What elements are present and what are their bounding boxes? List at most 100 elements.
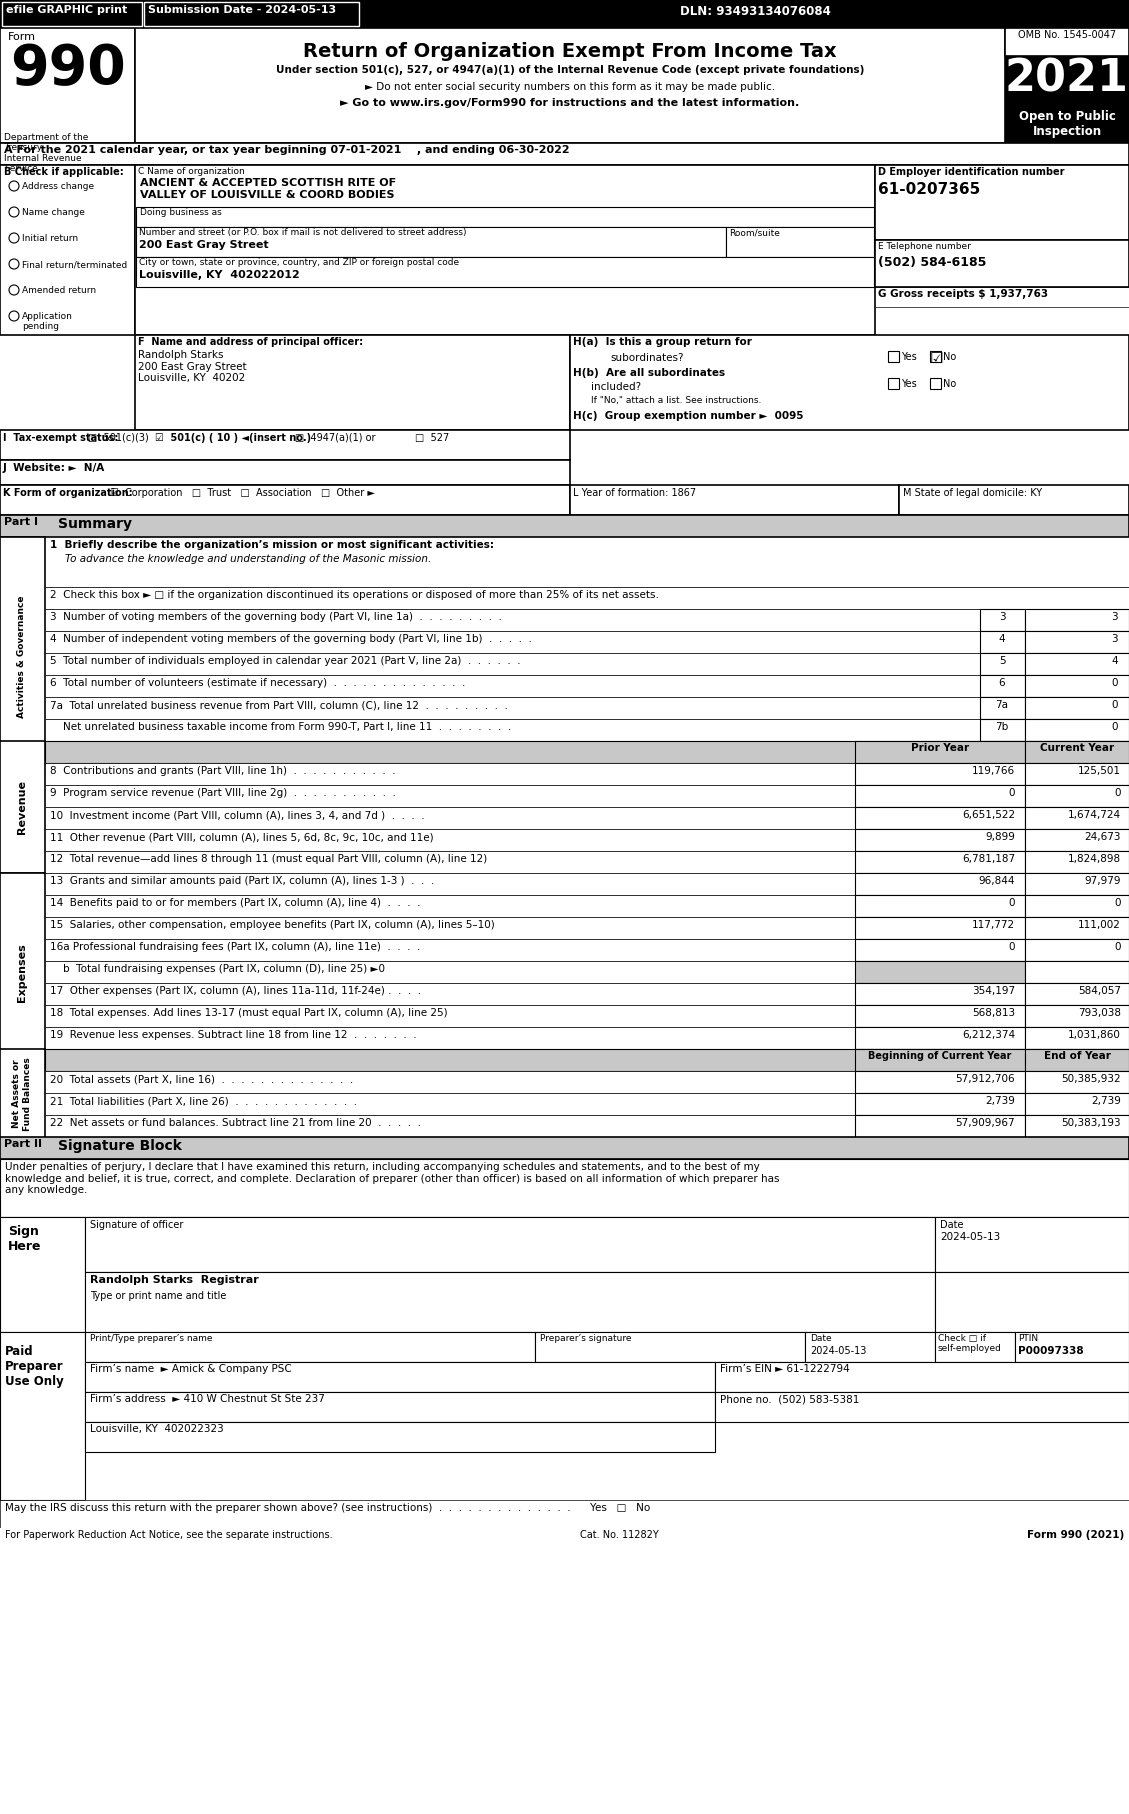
Bar [0,1048,45,1139]
Text: To advance the knowledge and understanding of the Masonic mission.: To advance the knowledge and understandi… [65,553,431,564]
Bar [0,873,45,1074]
Text: Randolph Starks
200 East Gray Street
Louisville, KY  40202: Randolph Starks 200 East Gray Street Lou… [138,350,246,383]
Bar [1025,718,1129,740]
Bar [85,1272,935,1331]
Bar [45,1048,1129,1070]
Text: B Check if applicable:: B Check if applicable: [5,167,124,178]
Bar [855,1027,1025,1048]
Bar [855,961,1025,983]
Bar [1025,764,1129,785]
Text: Activities & Governance: Activities & Governance [18,595,26,718]
Bar [855,918,1025,940]
Text: H(c)  Group exemption number ►  0095: H(c) Group exemption number ► 0095 [574,412,804,421]
Text: 8  Contributions and grants (Part VIII, line 1h)  .  .  .  .  .  .  .  .  .  .  : 8 Contributions and grants (Part VIII, l… [50,766,395,776]
Text: subordinates?: subordinates? [610,354,683,363]
Bar [1025,697,1129,718]
Bar [45,653,980,675]
Bar [1025,873,1129,894]
Bar [1025,1048,1129,1070]
Text: 2,739: 2,739 [1091,1096,1121,1107]
Text: Paid
Preparer
Use Only: Paid Preparer Use Only [5,1344,63,1388]
Bar [85,1422,715,1451]
Text: G Gross receipts $ 1,937,763: G Gross receipts $ 1,937,763 [878,288,1048,299]
Text: Under section 501(c), 527, or 4947(a)(1) of the Internal Revenue Code (except pr: Under section 501(c), 527, or 4947(a)(1)… [275,65,864,74]
Text: 568,813: 568,813 [972,1009,1015,1018]
Bar [2,2,142,25]
Bar [45,894,855,918]
Text: efile GRAPHIC print: efile GRAPHIC print [6,5,128,15]
Bar [0,143,1129,165]
Text: Initial return: Initial return [21,234,78,243]
Bar [45,1027,855,1048]
Bar [1005,56,1129,109]
Text: 7a  Total unrelated business revenue from Part VIII, column (C), line 12  .  .  : 7a Total unrelated business revenue from… [50,700,508,709]
Text: For Paperwork Reduction Act Notice, see the separate instructions.: For Paperwork Reduction Act Notice, see … [5,1529,333,1540]
Text: 20  Total assets (Part X, line 16)  .  .  .  .  .  .  .  .  .  .  .  .  .  .: 20 Total assets (Part X, line 16) . . . … [50,1074,353,1085]
Bar [45,697,980,718]
Bar [889,350,899,363]
Bar [980,718,1025,740]
Bar [45,940,855,961]
Text: Signature of officer: Signature of officer [90,1221,183,1230]
Text: (502) 584-6185: (502) 584-6185 [878,256,987,268]
Bar [805,1331,935,1362]
Text: 0: 0 [1114,898,1121,909]
Text: 2024-05-13: 2024-05-13 [940,1232,1000,1243]
Bar [570,336,1129,430]
Text: No: No [943,352,956,363]
Bar [855,1005,1025,1027]
Text: ☑: ☑ [930,350,944,366]
Text: Check □ if
self-employed: Check □ if self-employed [938,1333,1001,1353]
Text: Louisville, KY  402022323: Louisville, KY 402022323 [90,1424,224,1435]
Bar [1025,610,1129,631]
Text: K Form of organization:: K Form of organization: [3,488,132,499]
Text: 10  Investment income (Part VIII, column (A), lines 3, 4, and 7d )  .  .  .  .: 10 Investment income (Part VIII, column … [50,811,425,820]
Text: 6: 6 [999,678,1005,688]
Bar [930,350,940,363]
Bar [45,1094,855,1116]
Text: J  Website: ►  N/A: J Website: ► N/A [3,463,105,473]
Text: 5: 5 [999,657,1005,666]
Bar [980,610,1025,631]
Text: 97,979: 97,979 [1085,876,1121,885]
Text: 18  Total expenses. Add lines 13-17 (must equal Part IX, column (A), line 25): 18 Total expenses. Add lines 13-17 (must… [50,1009,447,1018]
Text: 2021: 2021 [1005,56,1129,100]
Bar [0,430,570,461]
Text: Phone no.  (502) 583-5381: Phone no. (502) 583-5381 [720,1393,859,1404]
Bar [0,27,135,143]
Text: ANCIENT & ACCEPTED SCOTTISH RITE OF
VALLEY OF LOUISVILLE & COORD BODIES: ANCIENT & ACCEPTED SCOTTISH RITE OF VALL… [140,178,396,200]
Text: E Telephone number: E Telephone number [878,241,971,250]
Text: No: No [943,379,956,388]
Text: A For the 2021 calendar year, or tax year beginning 07-01-2021    , and ending 0: A For the 2021 calendar year, or tax yea… [5,145,570,154]
Text: Open to Public
Inspection: Open to Public Inspection [1018,111,1115,138]
Text: Final return/terminated: Final return/terminated [21,259,128,268]
Bar [0,1217,85,1331]
Bar [0,1331,85,1500]
Text: 3: 3 [1111,635,1118,644]
Text: P00097338: P00097338 [1018,1346,1084,1357]
Text: ► Do not enter social security numbers on this form as it may be made public.: ► Do not enter social security numbers o… [365,82,776,93]
Text: 1,674,724: 1,674,724 [1068,811,1121,820]
Text: 57,912,706: 57,912,706 [955,1074,1015,1085]
Text: 12  Total revenue—add lines 8 through 11 (must equal Part VIII, column (A), line: 12 Total revenue—add lines 8 through 11 … [50,854,488,863]
Bar [0,1159,1129,1217]
Text: Net unrelated business taxable income from Form 990-T, Part I, line 11  .  .  . : Net unrelated business taxable income fr… [50,722,511,733]
Bar [45,829,855,851]
Text: ☑  Corporation   □  Trust   □  Association   □  Other ►: ☑ Corporation □ Trust □ Association □ Ot… [110,488,375,499]
Text: Randolph Starks  Registrar: Randolph Starks Registrar [90,1275,259,1284]
Text: 13  Grants and similar amounts paid (Part IX, column (A), lines 1-3 )  .  .  .: 13 Grants and similar amounts paid (Part… [50,876,435,885]
Text: Yes: Yes [901,379,917,388]
Bar [855,764,1025,785]
Text: 990: 990 [10,42,125,96]
Text: 117,772: 117,772 [972,920,1015,931]
Text: 3: 3 [1111,611,1118,622]
Text: City or town, state or province, country, and ZIP or foreign postal code: City or town, state or province, country… [139,258,460,267]
Bar [0,461,570,484]
Text: Type or print name and title: Type or print name and title [90,1292,227,1301]
Text: Sign
Here: Sign Here [8,1224,42,1253]
Bar [1025,740,1129,764]
Bar [135,258,874,287]
Text: 0: 0 [1114,941,1121,952]
Text: Date: Date [809,1333,832,1342]
Text: Part I: Part I [5,517,38,528]
